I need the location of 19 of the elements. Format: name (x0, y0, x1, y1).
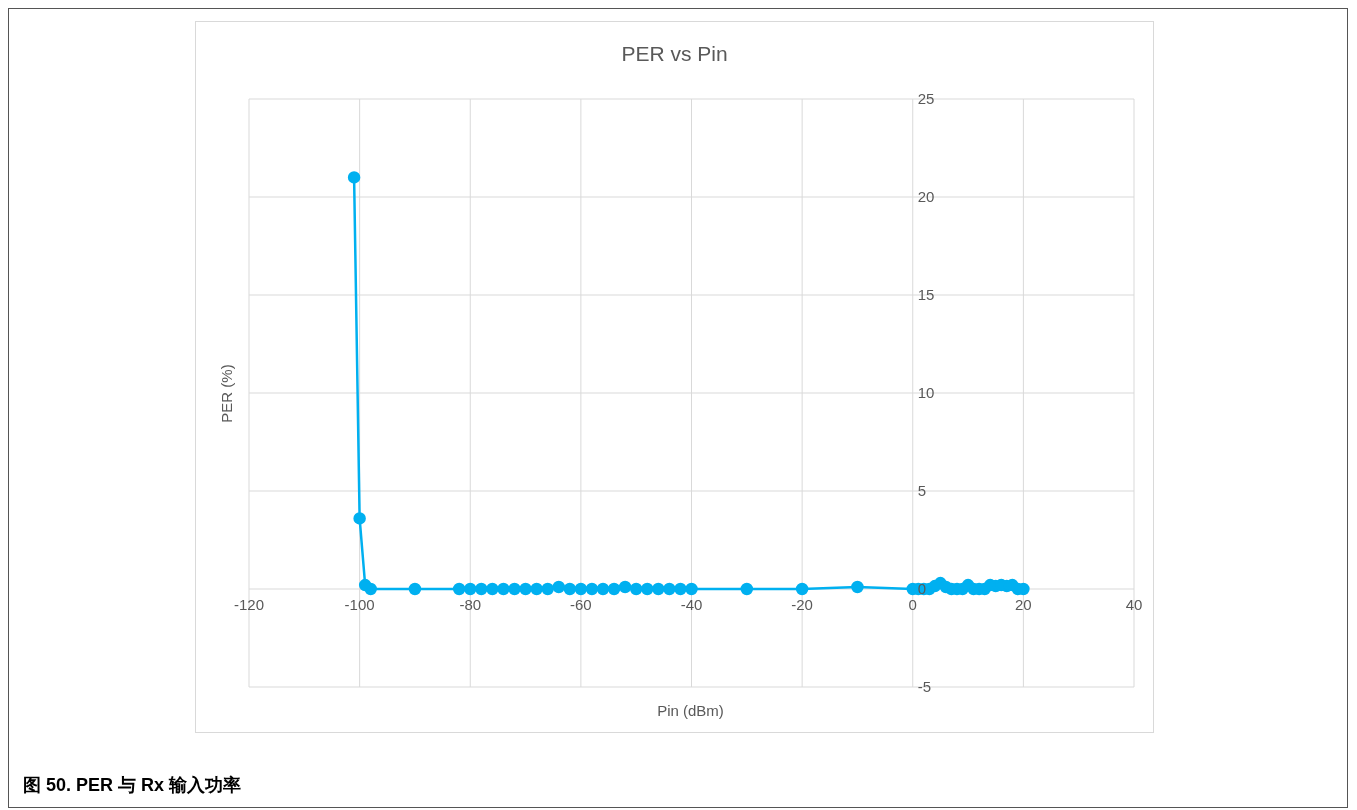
x-tick-label: -60 (570, 596, 592, 613)
x-tick-label: -20 (791, 596, 813, 613)
y-tick-label: 20 (917, 188, 935, 205)
y-tick-label: -5 (917, 678, 932, 695)
y-axis-title: PER (%) (217, 363, 235, 423)
caption: 图 50. PER 与 Rx 输入功率 (23, 774, 242, 797)
x-tick-label: -40 (680, 596, 703, 613)
y-tick-label: 15 (917, 286, 935, 303)
x-tick-label: 40 (1125, 596, 1143, 613)
y-tick-label: 5 (917, 482, 927, 499)
x-tick-label: -120 (233, 596, 265, 613)
y-tick-label: 0 (917, 580, 927, 597)
x-tick-label: -80 (459, 596, 482, 613)
y-tick-label: 25 (917, 90, 935, 107)
chart-title: PER vs Pin (620, 42, 729, 66)
x-tick-label: 20 (1015, 596, 1032, 613)
x-axis-title: Pin (dBm) (656, 702, 725, 719)
x-tick-label: -100 (344, 596, 375, 613)
y-tick-label: 10 (917, 384, 935, 401)
